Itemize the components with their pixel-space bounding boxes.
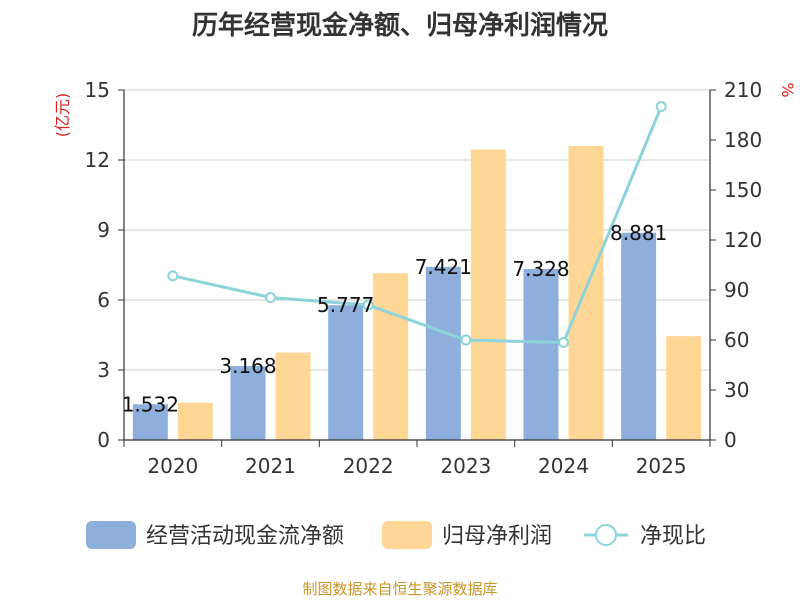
y-right-tick-label: 90 (724, 278, 749, 302)
legend-swatch (382, 521, 432, 549)
cashflow-bar (523, 269, 559, 440)
ratio-line-path (172, 106, 663, 345)
ratio-point (167, 270, 179, 282)
ratio-point (265, 292, 276, 303)
y-axis-right-label: % (778, 82, 797, 97)
grid (124, 89, 710, 371)
ratio-point (362, 299, 374, 311)
x-tick-label: 2025 (636, 454, 687, 478)
legend-label: 经营活动现金流净额 (146, 524, 344, 549)
cashflow-bar (425, 266, 461, 440)
x-tick-label: 2024 (538, 454, 589, 478)
cashflow-data-label: 7.328 (512, 257, 569, 281)
net-profit-bar (666, 336, 702, 440)
cashflow-data-label: 1.532 (122, 392, 179, 416)
cashflow-data-label: 8.881 (610, 221, 667, 245)
legend-label: 净现比 (640, 524, 706, 549)
x-tick-label: 2023 (440, 454, 491, 478)
y-right-tick-label: 30 (724, 378, 749, 402)
y-left-tick-label: 12 (85, 148, 110, 172)
ratio-point (655, 101, 667, 113)
net-profit-bar (470, 149, 506, 440)
cashflow-data-label: 7.421 (415, 255, 472, 279)
cashflow-bar (328, 305, 364, 440)
y-right-tick-label: 150 (724, 178, 762, 202)
legend: 经营活动现金流净额 归母净利润 净现比 (86, 521, 706, 549)
ratio-point (558, 337, 569, 348)
cashflow-bar (621, 232, 657, 440)
net-profit-bar (275, 352, 311, 440)
cashflow-data-label: 3.168 (219, 354, 276, 378)
y-left-tick-label: 3 (97, 358, 110, 382)
x-tick-label: 2020 (147, 454, 198, 478)
y-left-tick-label: 6 (97, 288, 110, 312)
chart-title: 历年经营现金净额、归母净利润情况 (192, 10, 608, 41)
cashflow-bar (132, 404, 168, 440)
y-left-tick-label: 9 (97, 218, 110, 242)
net-profit-bar (373, 273, 409, 440)
source-note: 制图数据来自恒生聚源数据库 (302, 580, 497, 598)
legend-label: 归母净利润 (442, 524, 552, 549)
y-axis-left-label: (亿元) (53, 93, 72, 138)
y-right-tick-label: 0 (724, 428, 737, 452)
y-left-tick-label: 0 (97, 428, 110, 452)
bars (132, 146, 702, 440)
ratio-point (460, 334, 472, 346)
legend-swatch (86, 521, 136, 549)
x-tick-label: 2021 (245, 454, 296, 478)
y-right-tick-label: 210 (724, 78, 762, 102)
net-profit-bar (568, 146, 604, 440)
y-right-tick-label: 180 (724, 128, 762, 152)
data-labels: 1.532 3.168 5.777 7.421 7.328 8.881 (122, 221, 668, 416)
x-tick-label: 2022 (343, 454, 394, 478)
net-profit-bar (177, 402, 213, 440)
y-right-tick-label: 60 (724, 328, 749, 352)
legend-marker (595, 524, 617, 546)
cashflow-data-label: 5.777 (317, 293, 374, 317)
y-left-tick-label: 15 (85, 78, 110, 102)
cashflow-bar (230, 366, 266, 440)
y-right-tick-label: 120 (724, 228, 762, 252)
ratio-line (167, 101, 667, 348)
